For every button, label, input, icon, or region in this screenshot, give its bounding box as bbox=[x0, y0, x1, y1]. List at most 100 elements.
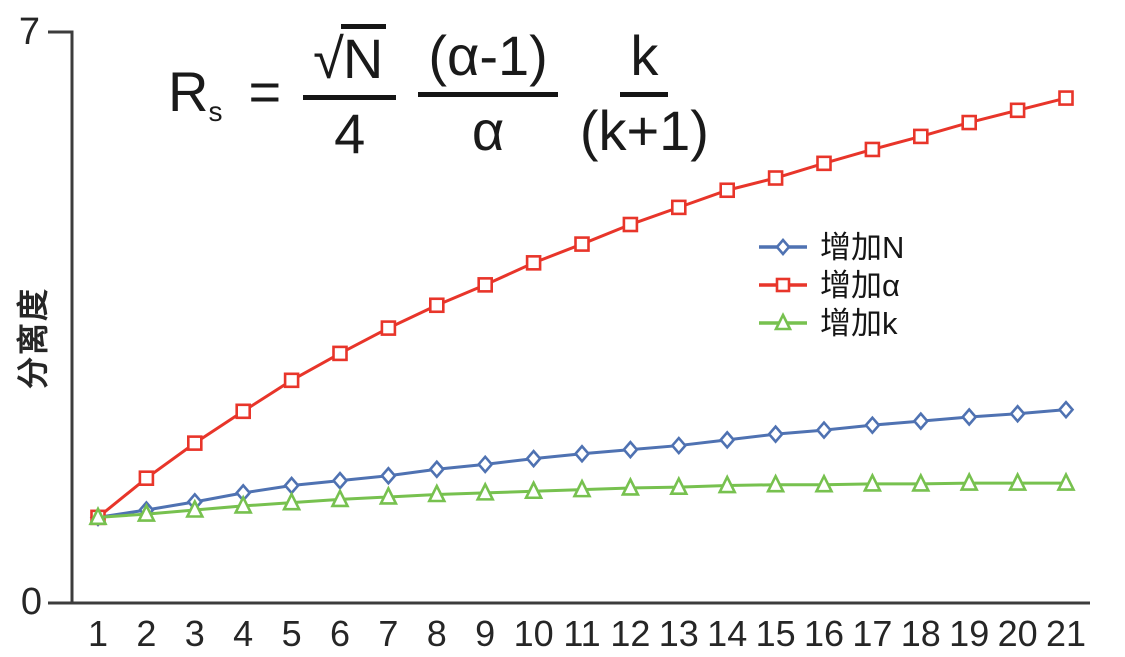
data-point-diamond bbox=[670, 436, 688, 456]
y-tick-label-top: 7 bbox=[19, 11, 40, 53]
data-point-square bbox=[235, 403, 251, 420]
data-point-triangle bbox=[911, 472, 931, 492]
legend-label: 增加α bbox=[820, 267, 900, 303]
data-point-square bbox=[767, 170, 784, 186]
x-tick-label: 19 bbox=[949, 613, 989, 654]
data-point-square bbox=[332, 345, 348, 362]
x-tick-label: 13 bbox=[659, 613, 699, 654]
formula-subscript-s: s bbox=[208, 95, 223, 127]
x-tick-label: 3 bbox=[185, 613, 205, 654]
series-1 bbox=[90, 90, 1074, 526]
data-point-square bbox=[477, 277, 494, 293]
data-point-square bbox=[816, 155, 832, 172]
data-point-diamond bbox=[380, 466, 397, 486]
data-point-square bbox=[380, 320, 397, 336]
x-tick-label: 7 bbox=[378, 613, 398, 654]
data-point-diamond bbox=[331, 471, 349, 491]
data-point-diamond bbox=[476, 454, 494, 474]
data-point-triangle bbox=[1007, 471, 1028, 491]
data-point-diamond bbox=[1009, 404, 1026, 424]
data-point-triangle bbox=[185, 498, 205, 518]
y-axis-label: 分离度 bbox=[15, 287, 51, 390]
series-0 bbox=[89, 400, 1075, 527]
y-axis-line bbox=[48, 30, 74, 603]
formula-R: R bbox=[168, 60, 209, 123]
legend-marker-triangle bbox=[759, 312, 807, 331]
data-point-diamond bbox=[525, 449, 542, 469]
data-point-triangle bbox=[233, 494, 253, 514]
formula-denominator-alpha: α bbox=[471, 98, 505, 162]
data-point-diamond bbox=[283, 476, 300, 496]
formula-fraction-alpha: (α-1) α bbox=[418, 26, 558, 162]
formula-denominator-4: 4 bbox=[334, 102, 366, 165]
x-tick-label: 5 bbox=[282, 613, 302, 654]
legend-marker-diamond bbox=[759, 238, 807, 256]
data-point-triangle bbox=[88, 505, 108, 526]
formula-numerator-alpha-minus-1: (α-1) bbox=[418, 26, 558, 97]
data-point-triangle bbox=[717, 474, 737, 494]
legend: 增加N 增加α 增加k bbox=[758, 231, 904, 339]
radicand-N: N bbox=[340, 24, 387, 87]
data-point-triangle bbox=[136, 502, 157, 522]
x-tick-label: 15 bbox=[756, 613, 796, 654]
data-point-square bbox=[187, 435, 203, 451]
data-point-square bbox=[428, 297, 445, 314]
x-tick-label: 18 bbox=[901, 613, 941, 654]
data-point-diamond bbox=[573, 444, 591, 464]
x-tick-label: 1 bbox=[88, 613, 108, 654]
data-point-triangle bbox=[475, 481, 495, 501]
legend-item-0: 增加N bbox=[758, 231, 904, 263]
data-point-square bbox=[961, 114, 978, 131]
data-point-triangle bbox=[1056, 471, 1076, 491]
data-point-square bbox=[622, 216, 639, 233]
formula-fraction-sqrtN-over-4: √ N 4 bbox=[303, 22, 397, 165]
x-tick-label: 21 bbox=[1046, 613, 1086, 654]
data-point-diamond bbox=[428, 459, 446, 479]
data-point-diamond bbox=[960, 407, 978, 427]
legend-label: 增加k bbox=[820, 305, 898, 341]
data-point-triangle bbox=[281, 491, 302, 511]
x-tick-label: 6 bbox=[330, 613, 350, 654]
data-point-triangle bbox=[765, 473, 786, 493]
data-point-square bbox=[775, 277, 791, 293]
data-point-triangle bbox=[572, 478, 592, 498]
data-point-triangle bbox=[427, 483, 447, 503]
data-point-square bbox=[912, 128, 929, 145]
x-tick-label: 12 bbox=[610, 613, 650, 654]
data-point-triangle bbox=[773, 312, 793, 331]
data-point-square bbox=[138, 470, 155, 486]
data-point-triangle bbox=[959, 471, 979, 491]
data-point-diamond bbox=[864, 415, 881, 435]
data-point-square bbox=[1058, 90, 1074, 106]
data-point-diamond bbox=[1057, 400, 1075, 420]
x-tick-label: 16 bbox=[804, 613, 844, 654]
x-tick-label: 8 bbox=[427, 613, 447, 654]
formula-denominator-k-plus-1: (k+1) bbox=[579, 98, 709, 162]
formula-equals: = bbox=[248, 60, 282, 123]
data-point-diamond bbox=[912, 411, 930, 431]
x-tick-label: 2 bbox=[136, 613, 156, 654]
data-point-triangle bbox=[862, 472, 883, 492]
data-point-diamond bbox=[622, 440, 639, 460]
data-point-triangle bbox=[620, 476, 641, 496]
data-point-square bbox=[525, 255, 542, 271]
legend-item-2: 增加k bbox=[758, 307, 904, 339]
data-point-square bbox=[719, 182, 736, 199]
formula-fraction-k: k (k+1) bbox=[580, 26, 709, 159]
data-point-triangle bbox=[523, 479, 544, 500]
x-tick-label: 4 bbox=[233, 613, 253, 654]
data-point-square bbox=[283, 372, 300, 389]
data-point-triangle bbox=[330, 487, 350, 508]
legend-item-1: 增加α bbox=[758, 269, 904, 301]
data-point-square bbox=[670, 199, 687, 216]
x-tick-label: 20 bbox=[998, 613, 1038, 654]
legend-marker-square bbox=[759, 277, 807, 293]
series-2 bbox=[88, 471, 1076, 526]
data-point-square bbox=[864, 141, 881, 158]
legend-label: 增加N bbox=[820, 229, 905, 265]
data-point-diamond bbox=[775, 238, 791, 256]
